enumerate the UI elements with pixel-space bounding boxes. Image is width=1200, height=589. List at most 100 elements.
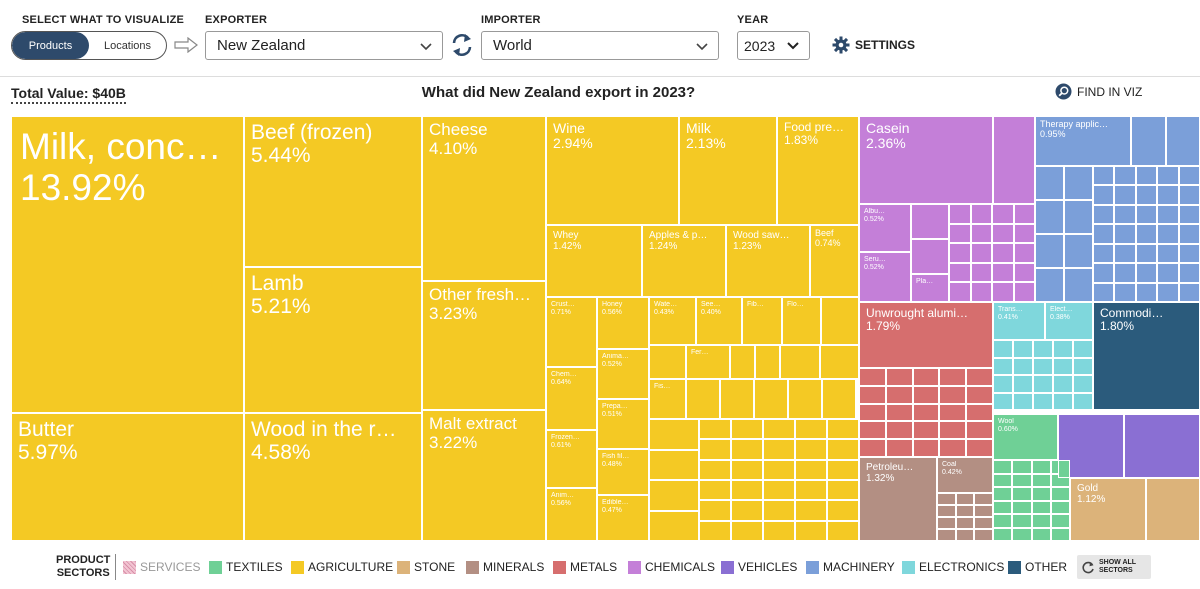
tile-small-agri[interactable] [763, 419, 795, 440]
tile-small-mach[interactable] [1157, 185, 1179, 205]
tile-small-metal[interactable] [885, 439, 913, 457]
tile-malt-extract[interactable]: Malt extract 3.22% [422, 410, 546, 541]
tile-small-agri[interactable] [795, 480, 827, 501]
tile-small-tex[interactable] [993, 500, 1013, 514]
tile-small-metal[interactable] [912, 368, 940, 386]
tile-small-agri[interactable] [731, 439, 763, 460]
tile-small-mach[interactable] [1093, 263, 1115, 283]
tile-small-min[interactable] [974, 529, 993, 541]
tile-small-chem[interactable] [992, 282, 1014, 302]
tile-small-mach[interactable] [1114, 204, 1136, 225]
tile-small-chem[interactable] [1013, 204, 1035, 224]
tile-small-metal[interactable] [939, 385, 967, 404]
tile-milk-concentrated[interactable]: Milk, conc… 13.92% [11, 116, 244, 413]
tile-small-mach[interactable] [1157, 243, 1179, 264]
tile-small-metal[interactable] [859, 385, 886, 404]
tile-small-agri[interactable] [780, 345, 820, 379]
tile-small-agri[interactable] [819, 345, 859, 379]
tile-small-elec[interactable] [993, 340, 1013, 358]
tile-small-tex[interactable] [1031, 487, 1051, 501]
tile-small-chem[interactable] [970, 262, 992, 283]
legend-item-other[interactable]: OTHER [1008, 560, 1067, 574]
tile-small-mach[interactable] [1135, 282, 1158, 302]
tile-small-min[interactable] [937, 505, 956, 517]
tile-small-metal[interactable] [912, 403, 940, 422]
tile-small-chem[interactable] [949, 204, 971, 224]
tile-small-elec[interactable] [1073, 375, 1093, 393]
tile-small-tex[interactable] [1031, 500, 1051, 514]
tile-small-elec[interactable] [993, 375, 1013, 393]
tile-small-elec[interactable] [1073, 340, 1093, 358]
tile-small-elec[interactable] [993, 357, 1013, 375]
find-in-viz-button[interactable]: FIND IN VIZ [1055, 83, 1142, 100]
tile-small-agri[interactable] [795, 520, 827, 541]
tile-beef[interactable]: Beef 0.74% [810, 225, 859, 297]
tile-small-agri[interactable] [755, 345, 780, 379]
legend-item-agriculture[interactable]: AGRICULTURE [291, 560, 393, 574]
tile-small-mach[interactable] [1114, 166, 1136, 186]
tile-small-min[interactable] [937, 517, 956, 529]
tile-small-mach[interactable] [1178, 166, 1200, 186]
tile-small-chem[interactable] [949, 223, 971, 244]
importer-select[interactable]: World [481, 31, 719, 60]
tile-small-chem[interactable] [992, 243, 1014, 263]
tile-small-mach[interactable] [1157, 263, 1179, 283]
tile-fish[interactable]: Fis… [649, 379, 686, 419]
tile-small-metal[interactable] [885, 421, 913, 440]
tile-small-elec[interactable] [1053, 340, 1073, 358]
tile-small-agri[interactable] [699, 459, 731, 480]
tile-food-preparations[interactable]: Food pre… 1.83% [777, 116, 859, 225]
tile-small-tex[interactable] [1012, 527, 1032, 541]
tile-small-mach[interactable] [1114, 263, 1136, 283]
tile-small-mach[interactable] [1157, 224, 1179, 244]
tile-small-tex[interactable] [1031, 527, 1051, 541]
tile-small-mach[interactable] [1035, 200, 1064, 234]
tile-small-mach[interactable] [1114, 282, 1136, 302]
tile-small-min[interactable] [955, 517, 975, 529]
tile-small-elec[interactable] [1053, 392, 1073, 410]
legend-item-services[interactable]: SERVICES [123, 560, 200, 574]
tile-small-agri[interactable] [754, 379, 788, 419]
tile-small-elec[interactable] [1013, 392, 1033, 410]
tile-small-tex[interactable] [1050, 514, 1070, 528]
tile-small-mach[interactable] [1093, 204, 1115, 225]
tile-seeds[interactable]: See… 0.40% [696, 297, 742, 345]
tile-small-mach[interactable] [1135, 204, 1158, 225]
tile-small-tex[interactable] [993, 473, 1013, 487]
tile-small-agri[interactable] [649, 480, 699, 511]
tile-small-chem[interactable] [1013, 243, 1035, 263]
tile-small-mach[interactable] [1093, 185, 1115, 205]
tile-small-metal[interactable] [859, 368, 886, 386]
tile-small-tex[interactable] [1058, 460, 1070, 478]
tile-small-mach[interactable] [1135, 224, 1158, 244]
tile-small-tex[interactable] [1012, 473, 1032, 487]
tile-small-chem[interactable] [949, 282, 971, 302]
settings-button[interactable]: SETTINGS [832, 36, 915, 54]
tile-small-mach[interactable] [1035, 234, 1064, 268]
tile-small-metal[interactable] [885, 403, 913, 422]
tile-vehicles-2[interactable] [1124, 414, 1200, 478]
tile-small-metal[interactable] [939, 439, 967, 457]
tile-electric[interactable]: Elect… 0.38% [1045, 302, 1093, 340]
tile-small-chem[interactable] [949, 243, 971, 263]
tile-casein[interactable]: Casein 2.36% [859, 116, 993, 204]
tile-small-agri[interactable] [699, 520, 731, 541]
tile-small-tex[interactable] [1012, 487, 1032, 501]
tile-gold[interactable]: Gold 1.12% [1070, 478, 1146, 541]
tile-fish-fillets[interactable]: Fish fil… 0.48% [597, 449, 649, 495]
tile-small-agri[interactable] [763, 480, 795, 501]
tile-small-mach[interactable] [1114, 243, 1136, 264]
year-select[interactable]: 2023 [737, 31, 810, 60]
tile-apples-pears[interactable]: Apples & p… 1.24% [642, 225, 726, 297]
tile-small-mach[interactable] [1157, 204, 1179, 225]
tile-small-agri[interactable] [731, 520, 763, 541]
tile-small-agri[interactable] [827, 419, 859, 440]
tile-small-elec[interactable] [993, 392, 1013, 410]
tile-small-elec[interactable] [1033, 375, 1053, 393]
tile-edible[interactable]: Edible… 0.47% [597, 495, 649, 541]
legend-item-textiles[interactable]: TEXTILES [209, 560, 283, 574]
tile-small-mach[interactable] [1093, 166, 1115, 186]
tile-small-min[interactable] [974, 505, 993, 517]
tile-small-metal[interactable] [885, 368, 913, 386]
tile-small-chem[interactable] [992, 223, 1014, 244]
